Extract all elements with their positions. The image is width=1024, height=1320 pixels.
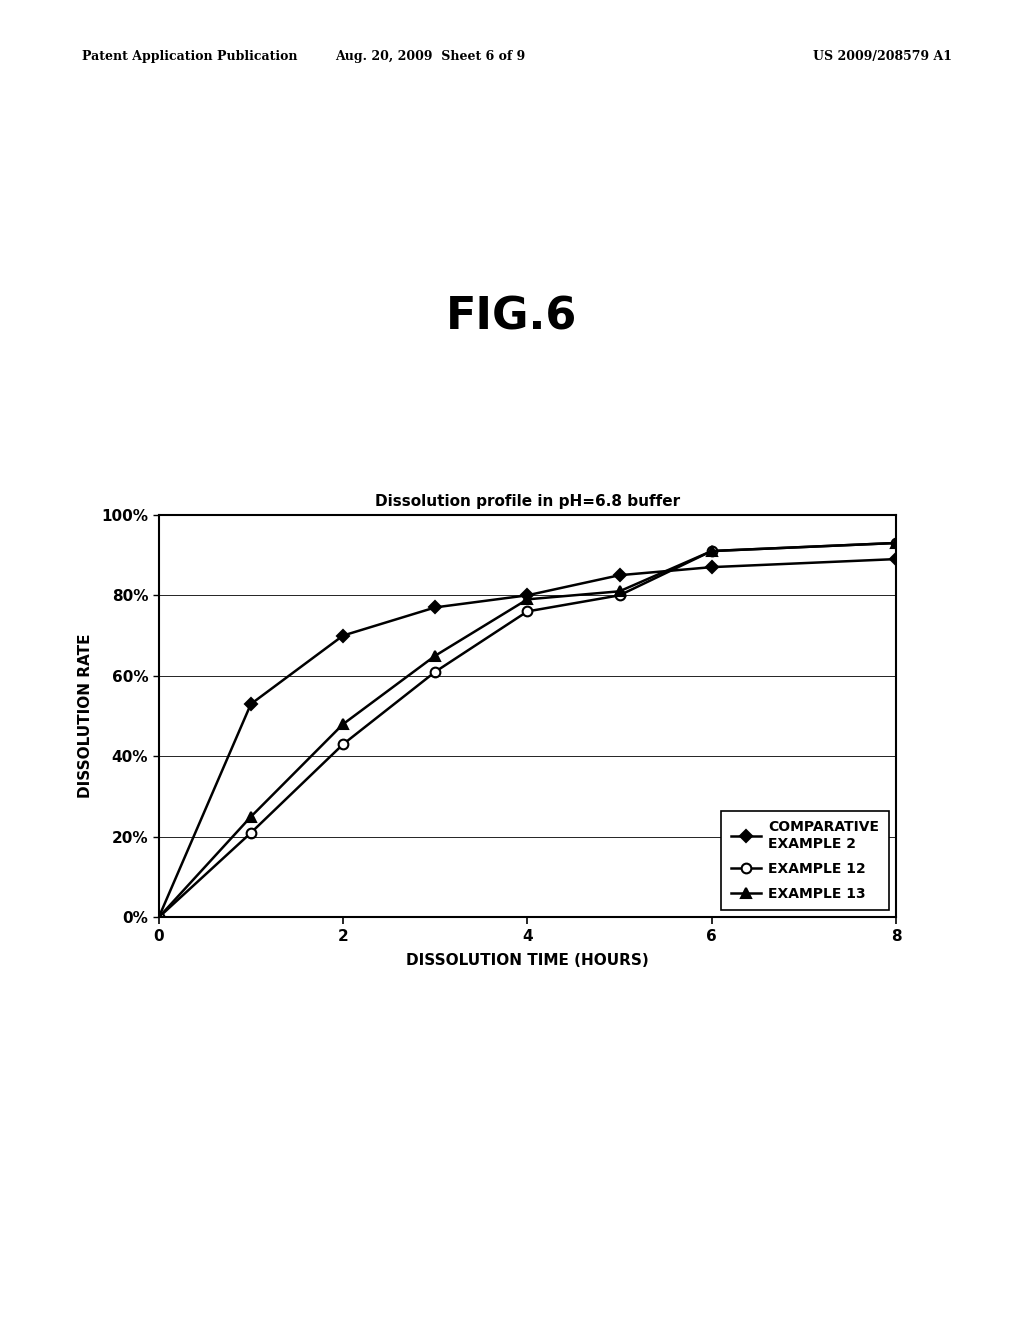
- EXAMPLE 13: [337, 717, 349, 733]
- COMPARATIVE
EXAMPLE 2: [337, 628, 349, 644]
- EXAMPLE 13: [153, 909, 165, 925]
- EXAMPLE 13: [245, 809, 257, 825]
- Line: EXAMPLE 12: EXAMPLE 12: [154, 539, 901, 923]
- EXAMPLE 12: [245, 825, 257, 841]
- COMPARATIVE
EXAMPLE 2: [613, 568, 626, 583]
- COMPARATIVE
EXAMPLE 2: [153, 909, 165, 925]
- EXAMPLE 13: [613, 583, 626, 599]
- EXAMPLE 12: [521, 603, 534, 619]
- EXAMPLE 12: [706, 543, 718, 558]
- EXAMPLE 13: [521, 591, 534, 607]
- Title: Dissolution profile in pH=6.8 buffer: Dissolution profile in pH=6.8 buffer: [375, 495, 680, 510]
- Text: FIG.6: FIG.6: [446, 296, 578, 338]
- EXAMPLE 12: [153, 909, 165, 925]
- Legend: COMPARATIVE
EXAMPLE 2, EXAMPLE 12, EXAMPLE 13: COMPARATIVE EXAMPLE 2, EXAMPLE 12, EXAMP…: [721, 810, 889, 911]
- COMPARATIVE
EXAMPLE 2: [245, 696, 257, 711]
- Line: COMPARATIVE
EXAMPLE 2: COMPARATIVE EXAMPLE 2: [155, 554, 900, 921]
- COMPARATIVE
EXAMPLE 2: [521, 587, 534, 603]
- EXAMPLE 12: [890, 535, 902, 550]
- COMPARATIVE
EXAMPLE 2: [890, 552, 902, 568]
- EXAMPLE 13: [890, 535, 902, 550]
- Y-axis label: DISSOLUTION RATE: DISSOLUTION RATE: [78, 634, 93, 799]
- COMPARATIVE
EXAMPLE 2: [429, 599, 441, 615]
- EXAMPLE 12: [429, 664, 441, 680]
- X-axis label: DISSOLUTION TIME (HOURS): DISSOLUTION TIME (HOURS): [406, 953, 649, 968]
- Line: EXAMPLE 13: EXAMPLE 13: [154, 539, 901, 923]
- Text: US 2009/208579 A1: US 2009/208579 A1: [813, 50, 952, 63]
- EXAMPLE 13: [429, 648, 441, 664]
- COMPARATIVE
EXAMPLE 2: [706, 560, 718, 576]
- Text: Patent Application Publication: Patent Application Publication: [82, 50, 297, 63]
- EXAMPLE 12: [337, 737, 349, 752]
- EXAMPLE 13: [706, 543, 718, 558]
- EXAMPLE 12: [613, 587, 626, 603]
- Text: Aug. 20, 2009  Sheet 6 of 9: Aug. 20, 2009 Sheet 6 of 9: [335, 50, 525, 63]
